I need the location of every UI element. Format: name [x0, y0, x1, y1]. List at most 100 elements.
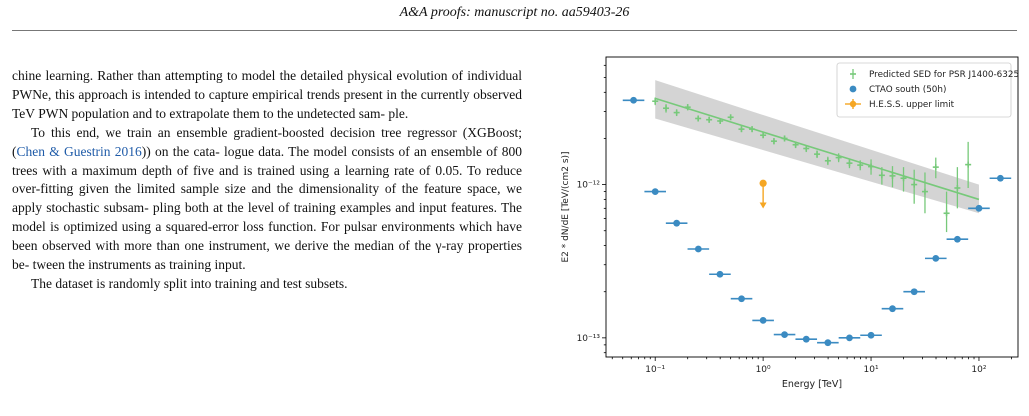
text-line: to capture empirical trends present in t… — [12, 86, 522, 121]
ctao-point — [665, 219, 688, 227]
sed-point — [911, 169, 918, 204]
ctao-marker — [932, 254, 940, 262]
ctao-point — [644, 188, 666, 196]
text-line: 0.05. To reduce over-fitting given the l… — [12, 162, 523, 197]
paragraph-3: The dataset is randomly split into train… — [12, 275, 522, 294]
sed-point — [943, 191, 950, 233]
text-line: To this end, we train an ensemble gradie… — [31, 124, 376, 140]
sed-point — [673, 109, 680, 117]
ctao-marker — [953, 235, 961, 243]
sed-point — [792, 141, 799, 149]
ctao-point — [687, 245, 710, 253]
ctao-point — [730, 295, 753, 303]
ctao-point — [838, 334, 861, 342]
paragraph-1: chine learning. Rather than attempting t… — [12, 67, 522, 124]
ctao-marker — [759, 316, 767, 324]
ctao-point — [817, 339, 839, 347]
text-line: The dataset is randomly split into train… — [31, 275, 348, 291]
ctao-marker — [975, 204, 983, 212]
sed-point — [814, 150, 821, 159]
sed-point — [695, 115, 702, 122]
sed-point — [803, 145, 810, 153]
sed-point — [965, 141, 972, 189]
legend-ctao-swatch — [849, 85, 857, 93]
legend-label-ctao: CTAO south (50h) — [869, 85, 946, 95]
text-line: pulsar environments which have been obse… — [12, 219, 523, 254]
uncertainty-band — [655, 80, 979, 214]
ctao-point — [709, 270, 731, 278]
sed-point — [857, 160, 864, 171]
header-rule — [12, 30, 1017, 31]
sed-point — [652, 97, 659, 106]
text-line: ple. — [388, 105, 409, 121]
sed-point — [770, 138, 777, 145]
hess-arrow-head — [759, 202, 767, 209]
sed-point — [727, 114, 734, 121]
text-line: tree regressor (XGBoost; ( — [12, 124, 523, 159]
ctao-marker — [889, 305, 896, 313]
ctao-marker — [716, 270, 724, 278]
sed-point — [760, 132, 767, 139]
text-line: )) on the cata- — [141, 143, 220, 159]
ctao-point — [773, 331, 796, 339]
ctao-point — [860, 331, 882, 339]
x-tick-label: 10² — [971, 365, 986, 375]
ctao-point — [946, 235, 969, 243]
running-header: A&A proofs: manuscript no. aa59403-26 — [399, 5, 630, 20]
ctao-point — [989, 174, 1012, 182]
text-line: pling both at the level of training exam… — [152, 200, 497, 216]
sed-point — [921, 172, 928, 214]
sed-point — [738, 126, 745, 133]
sed-point — [868, 159, 875, 175]
ctao-marker — [781, 331, 788, 339]
text-line: PWN population and to extrapolate them t… — [38, 105, 385, 121]
ctao-point — [622, 96, 645, 104]
citation-link[interactable]: Chen & Guestrin 2016 — [16, 143, 142, 159]
sed-figure: 10⁻¹ 10⁰ 10¹ 10² 10⁻¹³ 10⁻¹² Energy [TeV] E2 * … — [561, 56, 1019, 390]
legend-label-hess: H.E.S.S. upper limit — [869, 100, 955, 110]
text-line: one instrument, we derive the median of … — [12, 238, 523, 273]
sed-point — [889, 166, 896, 188]
text-line: The model is optimized using a squared-e… — [12, 200, 522, 235]
sed-point — [835, 153, 842, 163]
sed-point — [932, 157, 939, 179]
text-line: dimensionality of the feature space, we … — [12, 181, 523, 216]
x-tick-label: 10⁻¹ — [645, 365, 665, 375]
ctao-point — [795, 335, 818, 343]
text-line: tween the instruments as training input. — [32, 257, 246, 273]
sed-point — [781, 135, 788, 142]
ctao-marker — [694, 245, 702, 253]
ctao-marker — [867, 331, 875, 339]
ctao-point — [924, 254, 947, 262]
ctao-point — [968, 204, 990, 212]
sed-point — [954, 167, 961, 209]
ctao-point — [903, 288, 925, 296]
y-tick-label: 10⁻¹² — [577, 181, 601, 191]
sed-point — [706, 116, 713, 123]
ctao-marker — [630, 96, 637, 104]
legend-hess-swatch — [849, 100, 857, 108]
legend-label-sed: Predicted SED for PSR J1400-6325 — [869, 70, 1019, 80]
y-axis-label: E2 * dN/dE [TeV/(cm2 s)] — [561, 151, 571, 262]
x-tick-label: 10¹ — [864, 365, 879, 375]
sed-point — [749, 126, 756, 133]
hess-upper-limit — [759, 179, 767, 209]
paragraph-2: To this end, we train an ensemble gradie… — [12, 124, 522, 275]
sed-point — [684, 104, 691, 111]
sed-point — [717, 117, 724, 124]
ctao-marker — [846, 334, 853, 342]
ctao-marker — [738, 295, 745, 303]
text-line: logue data. The model consists of an ens… — [12, 143, 522, 178]
ctao-marker — [802, 335, 810, 343]
ctao-marker — [997, 174, 1004, 182]
ctao-marker — [673, 219, 681, 227]
body-text-column: chine learning. Rather than attempting t… — [12, 67, 522, 294]
ctao-marker — [651, 188, 659, 196]
x-tick-label: 10⁰ — [756, 365, 771, 375]
sed-point — [900, 167, 907, 192]
sed-point — [663, 104, 670, 113]
text-line: chine learning. Rather than attempting t… — [12, 68, 344, 83]
legend-box — [836, 62, 1012, 118]
text-line: a maximum depth of five and is trained u… — [71, 162, 431, 178]
sed-point — [846, 158, 853, 169]
